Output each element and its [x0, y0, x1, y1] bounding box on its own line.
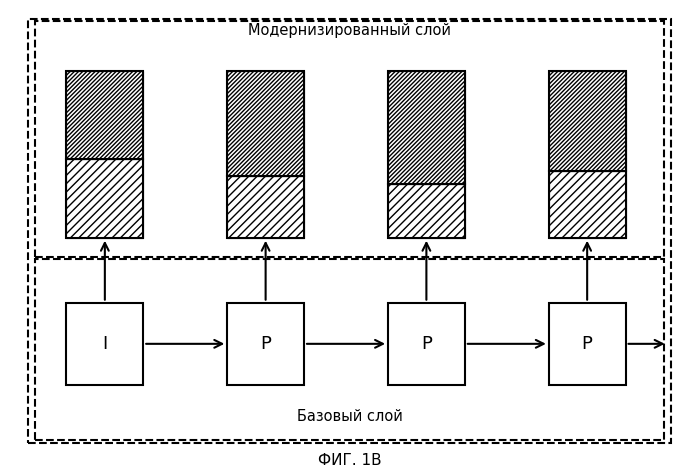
Bar — [549, 171, 626, 238]
Bar — [66, 302, 143, 385]
Bar — [227, 302, 304, 385]
Bar — [66, 71, 143, 238]
Bar — [66, 159, 143, 238]
Text: ФИГ. 1В: ФИГ. 1В — [317, 453, 382, 468]
Bar — [35, 259, 664, 440]
Bar — [66, 71, 143, 159]
Bar — [35, 21, 664, 257]
Text: P: P — [421, 335, 432, 353]
Text: Базовый слой: Базовый слой — [296, 409, 403, 424]
Bar — [549, 302, 626, 385]
Text: Модернизированный слой: Модернизированный слой — [248, 23, 451, 38]
Text: P: P — [582, 335, 593, 353]
Bar — [388, 302, 465, 385]
Bar — [388, 71, 465, 184]
Bar — [549, 71, 626, 171]
Bar — [388, 184, 465, 238]
Text: P: P — [260, 335, 271, 353]
Text: I: I — [102, 335, 108, 353]
Bar — [227, 71, 304, 176]
Bar — [549, 71, 626, 238]
Bar — [388, 71, 465, 238]
Bar — [227, 71, 304, 238]
Bar — [227, 176, 304, 238]
